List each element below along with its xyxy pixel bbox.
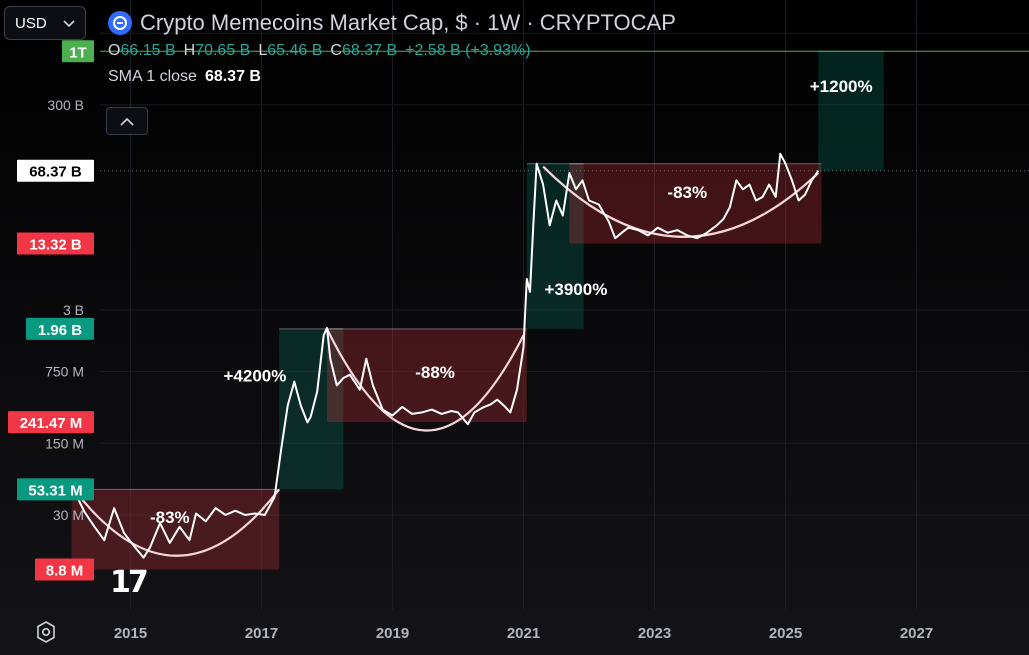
zone-label-4: -83% <box>667 183 707 202</box>
grid-lines <box>100 0 1029 610</box>
price-labels: 1T 68.37 B 13.32 B 1.96 B 241.47 M 53.31 M 8.8… <box>8 40 94 581</box>
settings-gear-icon[interactable] <box>34 620 58 644</box>
x-tick-label: 2023 <box>638 625 671 642</box>
cryptocap-logo-icon <box>108 11 132 35</box>
sma-label: SMA 1 close <box>108 68 197 85</box>
market-cap-line <box>73 152 820 559</box>
price-label: 241.47 M <box>20 415 83 432</box>
price-label-bg <box>17 159 94 182</box>
price-label-bg <box>35 558 94 581</box>
x-tick-label: 2015 <box>114 625 147 642</box>
currency-select-label: USD <box>15 14 47 32</box>
chevron-up-icon <box>120 117 134 126</box>
price-label-bg <box>8 411 94 434</box>
x-tick-label: 2025 <box>769 625 802 642</box>
x-tick-label: 2017 <box>245 625 278 642</box>
x-tick-label: 2027 <box>900 625 933 642</box>
zone-down-2 <box>327 328 527 423</box>
zone-labels: -83% +4200% -88% +3900% -83% +1200% <box>150 77 873 527</box>
ohlc-close: C68.37 B <box>330 42 398 59</box>
price-label: 53.31 M <box>28 482 82 499</box>
symbol-title[interactable]: Crypto Memecoins Market Cap, $ · 1W · CR… <box>140 10 676 35</box>
price-label: 68.37 B <box>29 164 82 181</box>
arc-curve-0 <box>73 488 281 557</box>
x-axis[interactable]: 2015 2017 2019 2021 2023 2025 2027 <box>114 625 933 642</box>
chevron-down-icon <box>63 15 75 32</box>
ohlc-open: O66.15 B <box>108 42 176 59</box>
price-lines <box>100 50 1029 172</box>
chart-header: Crypto Memecoins Market Cap, $ · 1W · CR… <box>108 10 676 86</box>
x-tick-label: 2021 <box>507 625 540 642</box>
zone-label-2: -88% <box>415 363 455 382</box>
zone-label-1: +4200% <box>224 367 287 386</box>
y-tick-label: 750 M <box>45 364 84 380</box>
sma-value: 68.37 B <box>204 68 261 85</box>
ohlc-high: H70.65 B <box>183 42 251 59</box>
zone-up-5 <box>818 51 884 171</box>
arc-curve-1 <box>326 328 525 432</box>
zone-label-3: +3900% <box>544 280 607 299</box>
sma-indicator[interactable]: SMA 1 close 68.37 B <box>108 68 676 86</box>
tradingview-logo[interactable]: 17 <box>110 565 149 600</box>
y-tick-label: 300 B <box>47 97 84 113</box>
collapse-legend-button[interactable] <box>106 107 148 135</box>
price-label: 1T <box>69 44 87 61</box>
zone-up-3 <box>526 163 584 329</box>
zone-down-4 <box>569 163 822 244</box>
price-label: 1.96 B <box>38 322 82 339</box>
ohlc-change: +2.58 B (+3.93%) <box>405 42 531 59</box>
y-tick-label: 150 M <box>45 435 84 451</box>
ohlc-readout: O66.15 B H70.65 B L65.46 B C68.37 B +2.5… <box>108 42 676 60</box>
price-label-bg <box>26 317 94 340</box>
arc-curve-2 <box>542 165 820 238</box>
zone-label-5: +1200% <box>810 77 873 96</box>
price-label: 8.8 M <box>46 563 84 580</box>
y-tick-label: 3 B <box>63 302 84 318</box>
zone-up-1 <box>279 328 344 490</box>
x-tick-label: 2019 <box>376 625 409 642</box>
arc-curves <box>73 165 820 557</box>
price-label-bg <box>17 478 94 501</box>
currency-select[interactable]: USD <box>4 6 86 40</box>
zone-down-0 <box>71 489 280 570</box>
price-series <box>73 152 820 559</box>
ohlc-low: L65.46 B <box>258 42 323 59</box>
measure-zones <box>71 50 884 570</box>
zone-label-0: -83% <box>150 508 190 527</box>
price-label-bg <box>17 232 94 255</box>
y-tick-label: 30 M <box>53 507 84 523</box>
price-label-bg <box>62 40 94 63</box>
price-label: 13.32 B <box>29 237 82 254</box>
